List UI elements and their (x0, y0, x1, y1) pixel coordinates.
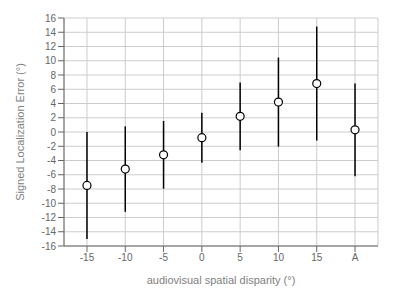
svg-text:14: 14 (45, 27, 57, 38)
svg-text:-6: -6 (47, 169, 56, 180)
svg-text:-10: -10 (118, 252, 133, 263)
svg-text:16: 16 (45, 13, 57, 24)
svg-text:8: 8 (50, 70, 56, 81)
svg-text:-2: -2 (47, 141, 56, 152)
svg-text:-4: -4 (47, 155, 56, 166)
svg-text:-8: -8 (47, 184, 56, 195)
svg-text:audiovisual spatial disparity: audiovisual spatial disparity (°) (147, 274, 296, 286)
svg-text:10: 10 (273, 252, 285, 263)
svg-text:12: 12 (45, 41, 57, 52)
svg-text:Signed Localization Error (°): Signed Localization Error (°) (14, 63, 26, 201)
svg-text:-15: -15 (80, 252, 95, 263)
svg-text:-14: -14 (42, 226, 57, 237)
svg-text:15: 15 (311, 252, 323, 263)
svg-text:-16: -16 (42, 241, 57, 252)
svg-text:-12: -12 (42, 212, 57, 223)
svg-text:4: 4 (50, 98, 56, 109)
svg-text:-10: -10 (42, 198, 57, 209)
svg-text:-5: -5 (159, 252, 168, 263)
svg-text:0: 0 (50, 127, 56, 138)
svg-text:5: 5 (237, 252, 243, 263)
svg-text:0: 0 (199, 252, 205, 263)
svg-text:6: 6 (50, 84, 56, 95)
svg-text:10: 10 (45, 55, 57, 66)
svg-text:2: 2 (50, 112, 56, 123)
svg-text:A: A (352, 252, 359, 263)
